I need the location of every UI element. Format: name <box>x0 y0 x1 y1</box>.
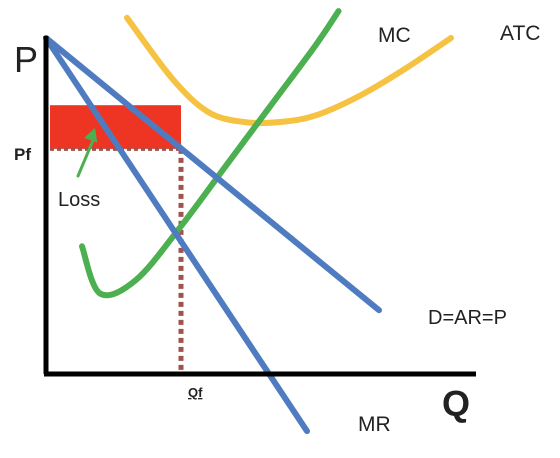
series-label-mr: MR <box>358 413 391 436</box>
y-tick-label-pf: Pf <box>14 145 31 164</box>
series-label-mc: MC <box>378 24 411 47</box>
series-label-atc: ATC <box>500 22 540 45</box>
y-axis-label: P <box>14 39 38 80</box>
loss-arrow-head <box>84 128 98 143</box>
loss-arrow <box>76 136 96 178</box>
series-label-demand: D=AR=P <box>428 307 507 329</box>
mc-curve <box>79 8 342 299</box>
atc-curve <box>124 14 454 127</box>
mr-curve <box>43 35 310 435</box>
x-axis-label: Q <box>442 383 470 424</box>
loss-label: Loss <box>58 189 100 211</box>
x-tick-label-qf: Qf <box>188 385 203 400</box>
demand-curve <box>43 35 382 314</box>
